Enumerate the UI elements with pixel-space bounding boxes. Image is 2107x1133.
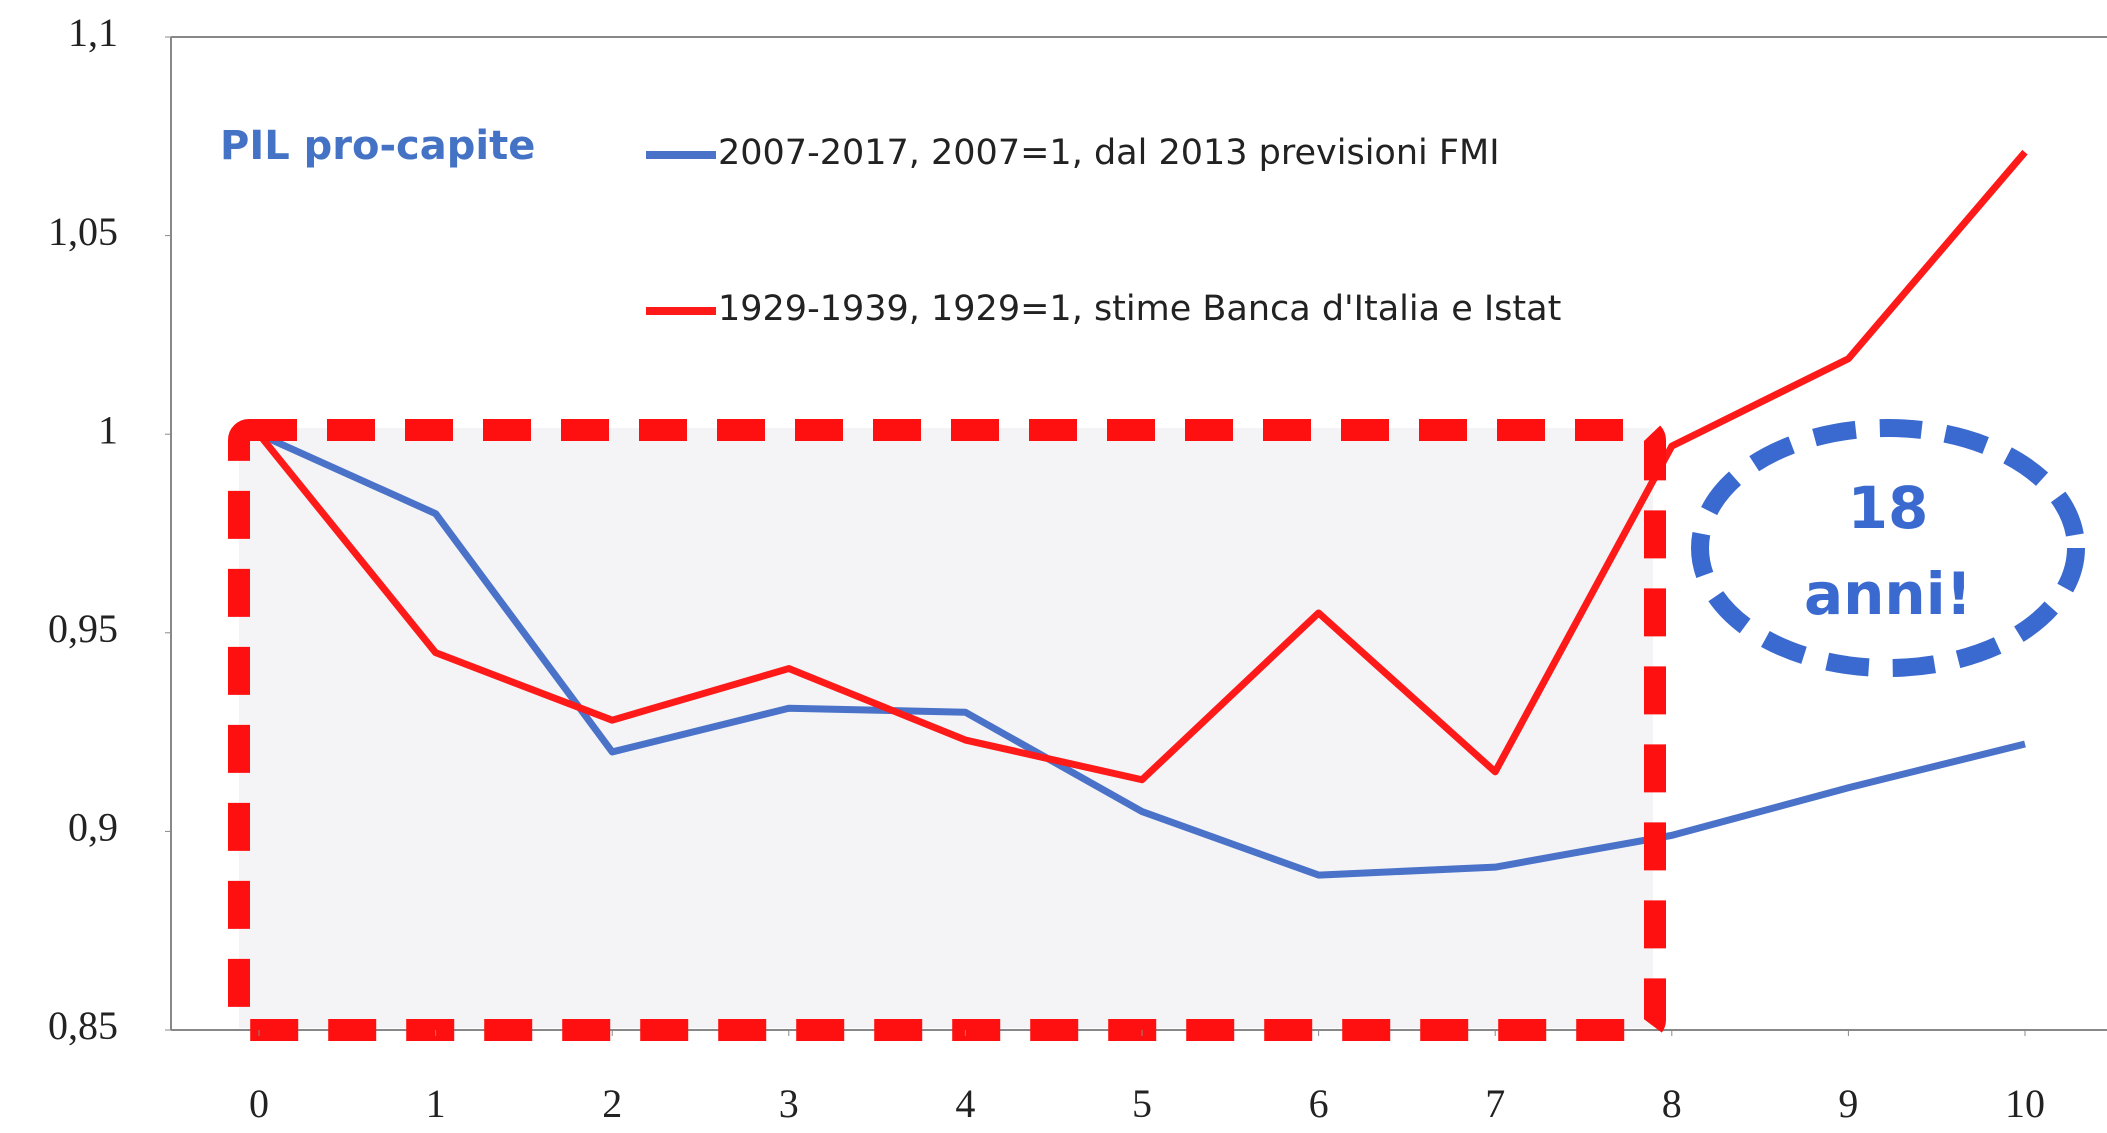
highlight-fill <box>239 428 1653 1028</box>
annotation: anni! <box>1804 560 1972 628</box>
y-tick-label: 0,95 <box>48 606 118 651</box>
x-tick-label: 6 <box>1309 1081 1329 1126</box>
x-tick-label: 9 <box>1838 1081 1858 1126</box>
y-tick-label: 0,9 <box>68 805 118 850</box>
legend-label: 2007-2017, 2007=1, dal 2013 previsioni F… <box>718 133 1500 173</box>
x-tick-label: 3 <box>779 1081 799 1126</box>
y-tick-label: 0,85 <box>48 1003 118 1048</box>
x-tick-label: 7 <box>1485 1081 1505 1126</box>
legend-label: 1929-1939, 1929=1, stime Banca d'Italia … <box>718 289 1561 329</box>
highlight-box <box>228 419 1666 1041</box>
x-tick-label: 4 <box>955 1081 975 1126</box>
x-tick-label: 10 <box>2005 1081 2045 1126</box>
series-line <box>257 431 2026 879</box>
y-tick-label: 1,05 <box>48 209 118 254</box>
series-line <box>256 149 2028 784</box>
x-tick-label: 2 <box>602 1081 622 1126</box>
highlight-ellipse <box>1691 419 2085 677</box>
chart-title: PIL pro-capite <box>220 123 535 169</box>
x-tick-label: 8 <box>1662 1081 1682 1126</box>
x-tick-label: 1 <box>426 1081 446 1126</box>
y-tick-label: 1 <box>98 407 118 452</box>
x-tick-label: 5 <box>1132 1081 1152 1126</box>
x-tick-label: 0 <box>249 1081 269 1126</box>
y-tick-label: 1,1 <box>68 10 118 55</box>
annotation: 18 <box>1848 474 1929 542</box>
plot <box>256 149 2028 879</box>
